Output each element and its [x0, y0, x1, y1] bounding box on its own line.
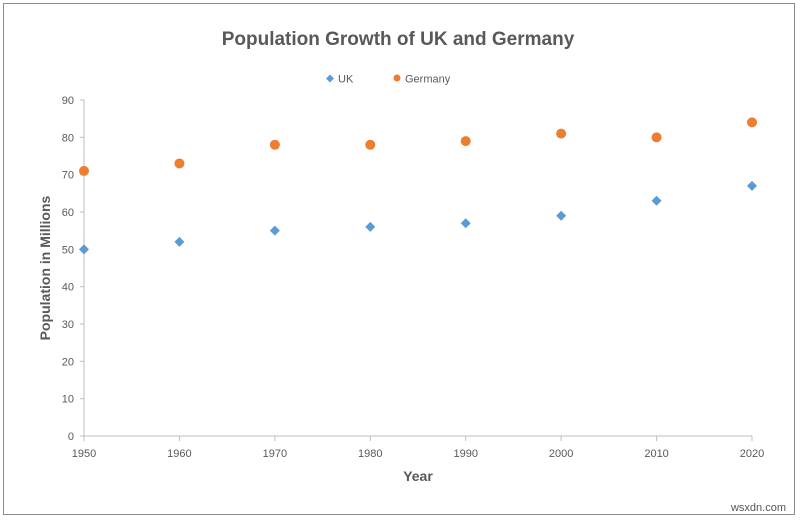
germany-point	[651, 132, 662, 143]
legend-uk-label: UK	[338, 74, 354, 86]
germany-point	[460, 136, 471, 147]
y-tick-label: 70	[62, 170, 74, 182]
x-tick-label: 1990	[453, 448, 477, 460]
germany-point	[365, 139, 376, 150]
uk-point	[747, 180, 757, 191]
x-tick-label: 1960	[167, 448, 191, 460]
uk-point	[651, 195, 662, 206]
y-tick-label: 90	[62, 95, 74, 107]
uk-point	[174, 236, 185, 247]
y-tick-label: 0	[68, 431, 74, 443]
uk-point	[269, 225, 280, 236]
x-tick-label: 2010	[644, 448, 668, 460]
x-tick-label: 1980	[358, 448, 382, 460]
germany-point	[747, 117, 757, 128]
legend-germany-label: Germany	[405, 74, 451, 86]
data-points	[79, 117, 757, 255]
axes	[80, 99, 753, 441]
y-tick-label: 60	[62, 207, 74, 219]
chart-frame	[3, 3, 795, 515]
y-tick-label: 20	[62, 356, 74, 368]
y-tick-labels: 0 10 20 30 40 50 60 70 80 90	[62, 95, 74, 443]
germany-point	[79, 165, 89, 176]
watermark: wsxdn.com	[730, 502, 786, 514]
legend: UK Germany	[326, 74, 451, 86]
legend-uk-marker	[326, 74, 334, 83]
legend-germany-marker	[393, 74, 401, 82]
germany-point	[269, 139, 280, 150]
x-tick-label: 1950	[72, 448, 96, 460]
y-tick-label: 10	[62, 394, 74, 406]
y-axis-title: Population in Millions	[37, 195, 53, 340]
x-tick-label: 2020	[740, 448, 764, 460]
uk-point	[460, 218, 471, 229]
germany-point	[174, 158, 185, 169]
chart-title: Population Growth of UK and Germany	[222, 29, 575, 50]
y-tick-label: 80	[62, 132, 74, 144]
uk-point	[556, 210, 567, 221]
germany-point	[556, 128, 567, 139]
y-tick-label: 50	[62, 244, 74, 256]
x-tick-label: 1970	[263, 448, 287, 460]
uk-point	[79, 244, 89, 255]
x-tick-labels: 1950 1960 1970 1980 1990 2000 2010 2020	[72, 448, 764, 460]
y-tick-label: 40	[62, 282, 74, 294]
uk-point	[365, 221, 376, 232]
x-tick-label: 2000	[549, 448, 573, 460]
x-axis-title: Year	[403, 468, 433, 484]
y-tick-label: 30	[62, 319, 74, 331]
